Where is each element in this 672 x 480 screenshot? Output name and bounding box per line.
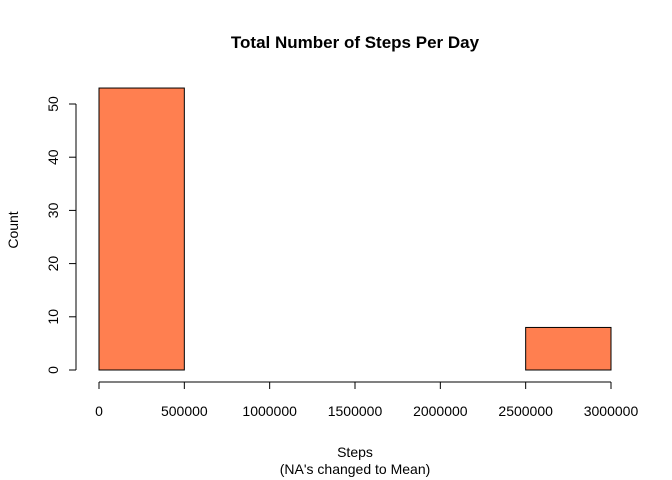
y-tick-label-5: 50 (45, 96, 61, 112)
y-axis-label: Count (5, 211, 21, 248)
histogram-bar-0 (98, 87, 185, 371)
bars-group (98, 87, 612, 371)
x-axis: 0 500000 1000000 1500000 2000000 2500000 30000… (95, 381, 639, 419)
y-tick-label-2: 20 (45, 256, 61, 272)
x-tick-label-6: 3000000 (584, 403, 639, 419)
y-tick-label-3: 30 (45, 202, 61, 218)
x-tick-label-4: 2000000 (413, 403, 468, 419)
x-tick-label-1: 500000 (161, 403, 208, 419)
histogram-bar-5 (525, 326, 612, 371)
y-tick-label-4: 40 (45, 149, 61, 165)
x-tick-label-5: 2500000 (498, 403, 553, 419)
y-axis: 0 10 20 30 40 50 (45, 96, 77, 374)
y-tick-label-0: 0 (45, 366, 61, 374)
x-tick-label-2: 1000000 (242, 403, 297, 419)
x-axis-label: Steps (337, 444, 373, 460)
y-tick-label-1: 10 (45, 309, 61, 325)
x-tick-label-0: 0 (95, 403, 103, 419)
chart-title: Total Number of Steps Per Day (231, 33, 480, 52)
x-tick-label-3: 1500000 (328, 403, 383, 419)
x-axis-sublabel: (NA's changed to Mean) (280, 461, 431, 477)
